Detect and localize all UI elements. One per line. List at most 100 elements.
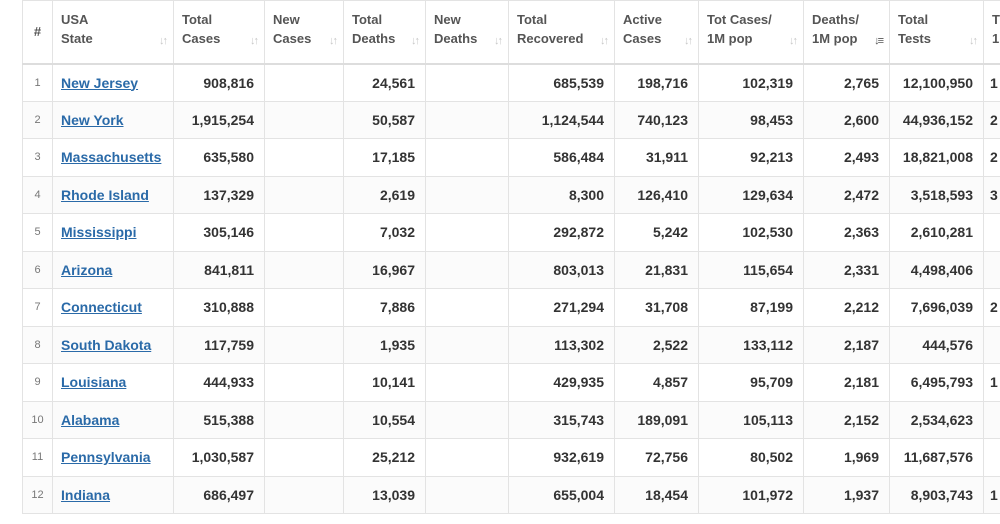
new-cases-cell — [264, 438, 344, 477]
total-tests-cell: 18,821,008 — [889, 138, 984, 177]
state-cell: New Jersey — [52, 63, 174, 102]
column-header-cases-per-1m[interactable]: Tot Cases/1M pop ↓↑ — [698, 0, 804, 64]
deaths-per-1m-cell: 2,181 — [803, 363, 890, 402]
deaths-per-1m-cell: 2,472 — [803, 175, 890, 214]
total-tests-cell: 7,696,039 — [889, 288, 984, 327]
total-cases-cell: 1,915,254 — [173, 100, 265, 139]
state-link[interactable]: Indiana — [61, 486, 111, 503]
total-cases-cell: 908,816 — [173, 63, 265, 102]
extra-cell: 2 — [983, 288, 1000, 327]
total-cases-cell: 444,933 — [173, 363, 265, 402]
extra-cell: 1 — [983, 363, 1000, 402]
sort-icon[interactable]: ↓↑ — [329, 34, 338, 47]
sort-icon[interactable]: ↓↑ — [789, 34, 798, 47]
total-recovered-cell: 932,619 — [508, 438, 615, 477]
total-cases-cell: 635,580 — [173, 138, 265, 177]
deaths-per-1m-cell: 2,600 — [803, 100, 890, 139]
table-row: 10 Alabama 515,388 10,554 315,743 189,091 105,… — [22, 400, 1000, 439]
column-header-total-deaths[interactable]: Total Deaths ↓↑ — [343, 0, 426, 64]
column-header-label: Recovered — [517, 31, 584, 46]
table-header-row: # USA State ↓↑ Total Cases ↓↑ New Cases ↓↑ Total De… — [22, 0, 1000, 64]
total-deaths-cell: 16,967 — [343, 250, 426, 289]
table-row: 9 Louisiana 444,933 10,141 429,935 4,857 95,70… — [22, 363, 1000, 402]
column-header-new-deaths[interactable]: New Deaths ↓↑ — [425, 0, 509, 64]
column-header-label: 1 — [992, 31, 1000, 46]
total-deaths-cell: 10,554 — [343, 400, 426, 439]
column-header-total-recovered[interactable]: Total Recovered ↓↑ — [508, 0, 615, 64]
state-link[interactable]: Louisiana — [61, 374, 127, 391]
cases-per-1m-cell: 129,634 — [698, 175, 804, 214]
state-link[interactable]: Alabama — [61, 411, 120, 428]
deaths-per-1m-cell: 1,969 — [803, 438, 890, 477]
state-link[interactable]: New York — [61, 111, 124, 128]
active-cases-cell: 198,716 — [614, 63, 699, 102]
deaths-per-1m-cell: 2,331 — [803, 250, 890, 289]
state-link[interactable]: Mississippi — [61, 224, 137, 241]
total-cases-cell: 515,388 — [173, 400, 265, 439]
column-header-label: Deaths — [434, 31, 478, 46]
idx-cell: 12 — [22, 475, 53, 514]
extra-cell — [983, 213, 1000, 252]
total-recovered-cell: 655,004 — [508, 475, 615, 514]
sort-icon[interactable]: ↓↑ — [411, 34, 420, 47]
table-row: 5 Mississippi 305,146 7,032 292,872 5,242 102,… — [22, 213, 1000, 252]
cases-per-1m-cell: 105,113 — [698, 400, 804, 439]
column-header-state[interactable]: USA State ↓↑ — [52, 0, 174, 64]
column-header-new-cases[interactable]: New Cases ↓↑ — [264, 0, 344, 64]
total-tests-cell: 3,518,593 — [889, 175, 984, 214]
state-link[interactable]: Massachusetts — [61, 149, 162, 166]
sort-icon[interactable]: ↓↑ — [494, 34, 503, 47]
column-header-active-cases[interactable]: Active Cases ↓↑ — [614, 0, 699, 64]
cases-per-1m-cell: 101,972 — [698, 475, 804, 514]
state-link[interactable]: Arizona — [61, 261, 113, 278]
idx-cell: 3 — [22, 138, 53, 177]
total-cases-cell: 117,759 — [173, 325, 265, 364]
total-deaths-cell: 24,561 — [343, 63, 426, 102]
total-recovered-cell: 803,013 — [508, 250, 615, 289]
extra-cell — [983, 400, 1000, 439]
column-header-label: 1M pop — [812, 31, 858, 46]
sort-icon[interactable]: ↓↑ — [969, 34, 978, 47]
column-header-deaths-per-1m[interactable]: Deaths/1M pop ↓≡ — [803, 0, 890, 64]
new-cases-cell — [264, 250, 344, 289]
idx-cell: 7 — [22, 288, 53, 327]
active-cases-cell: 189,091 — [614, 400, 699, 439]
extra-cell: 1 — [983, 63, 1000, 102]
table-container: # USA State ↓↑ Total Cases ↓↑ New Cases ↓↑ Total De… — [22, 0, 1000, 524]
sort-icon[interactable]: ↓↑ — [600, 34, 609, 47]
column-header-label: USA — [61, 12, 89, 27]
column-header-label: Active — [623, 12, 663, 27]
state-link[interactable]: Pennsylvania — [61, 449, 151, 466]
new-cases-cell — [264, 213, 344, 252]
state-cell: Indiana — [52, 475, 174, 514]
column-header-label: Tot Cases/ — [707, 12, 772, 27]
sort-icon[interactable]: ↓↑ — [159, 34, 168, 47]
deaths-per-1m-cell: 2,493 — [803, 138, 890, 177]
new-deaths-cell — [425, 250, 509, 289]
sort-desc-icon[interactable]: ↓≡ — [874, 34, 884, 47]
column-header-label: Total — [352, 12, 383, 27]
column-header-label: Cases — [273, 31, 312, 46]
new-deaths-cell — [425, 175, 509, 214]
sort-icon[interactable]: ↓↑ — [684, 34, 693, 47]
state-link[interactable]: Rhode Island — [61, 186, 149, 203]
total-recovered-cell: 429,935 — [508, 363, 615, 402]
column-header-label: Cases — [182, 31, 221, 46]
state-link[interactable]: Connecticut — [61, 299, 142, 316]
idx-cell: 4 — [22, 175, 53, 214]
column-header-total-tests[interactable]: Total Tests ↓↑ — [889, 0, 984, 64]
extra-cell — [983, 438, 1000, 477]
extra-cell: 1 — [983, 475, 1000, 514]
table-row: 11 Pennsylvania 1,030,587 25,212 932,619 72,7… — [22, 438, 1000, 477]
column-header-total-cases[interactable]: Total Cases ↓↑ — [173, 0, 265, 64]
state-link[interactable]: South Dakota — [61, 336, 152, 353]
total-tests-cell: 4,498,406 — [889, 250, 984, 289]
table-row: 6 Arizona 841,811 16,967 803,013 21,831 115,65… — [22, 250, 1000, 289]
state-cell: Rhode Island — [52, 175, 174, 214]
column-header-label: New — [434, 12, 461, 27]
sort-icon[interactable]: ↓↑ — [250, 34, 259, 47]
new-cases-cell — [264, 363, 344, 402]
state-link[interactable]: New Jersey — [61, 74, 139, 91]
deaths-per-1m-cell: 2,152 — [803, 400, 890, 439]
